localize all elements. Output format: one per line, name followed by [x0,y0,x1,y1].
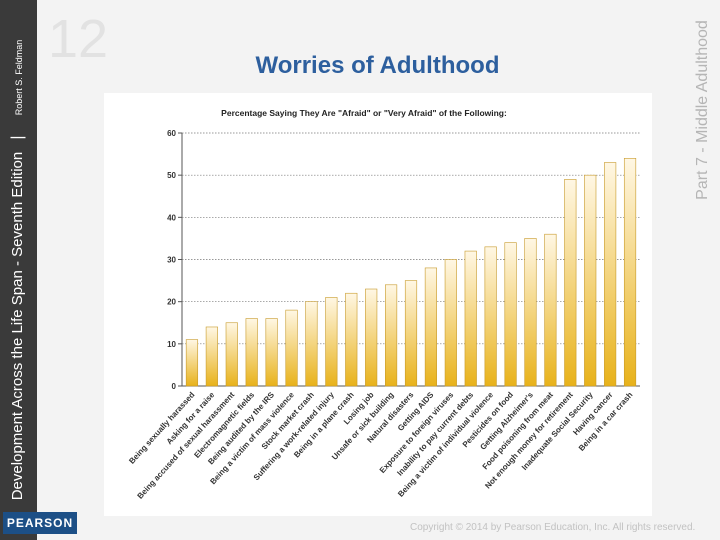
bar [604,162,617,387]
y-tick-label: 0 [172,382,177,391]
bar [584,174,597,387]
bar [404,280,418,387]
y-tick-label: 10 [167,340,176,349]
chart-panel: Percentage Saying They Are "Afraid" or "… [104,93,652,516]
bar [424,267,437,387]
bar [564,179,577,387]
part-label: Part 7 - Middle Adulthood [694,20,711,200]
bar [185,339,199,387]
bar [504,242,517,387]
bar [623,158,637,387]
bar [484,246,497,387]
bar [265,318,278,387]
bar [464,250,477,387]
bar [385,284,398,387]
pearson-logo: PEARSON [3,512,77,534]
chart-title: Percentage Saying They Are "Afraid" or "… [221,108,507,118]
sidebar-text: Development Across the Life Span - Seven… [9,40,27,501]
copyright: Copyright © 2014 by Pearson Education, I… [410,522,696,533]
bar [205,326,218,387]
bar [365,288,378,387]
bar [305,301,318,387]
y-tick-label: 50 [167,171,176,180]
background-decoration: 12 [48,9,109,69]
bar [325,297,338,387]
bar [245,318,258,387]
y-tick-label: 60 [167,129,176,138]
y-tick-label: 20 [167,298,176,307]
bar [544,233,557,387]
sidebar-separator: | [9,135,26,140]
y-tick-label: 30 [167,256,176,265]
bar [524,238,537,387]
bar [285,309,298,387]
bar [225,322,238,387]
sidebar-book-title: Development Across the Life Span - Seven… [9,151,26,501]
y-tick-label: 40 [167,213,176,222]
bar-chart: Percentage Saying They Are "Afraid" or "… [127,108,640,501]
slide-title: Worries of Adulthood [255,52,500,79]
sidebar-author: Robert S. Feldman [14,39,24,116]
bar [345,292,358,387]
bar [444,259,457,387]
left-sidebar: Development Across the Life Span - Seven… [0,0,37,540]
